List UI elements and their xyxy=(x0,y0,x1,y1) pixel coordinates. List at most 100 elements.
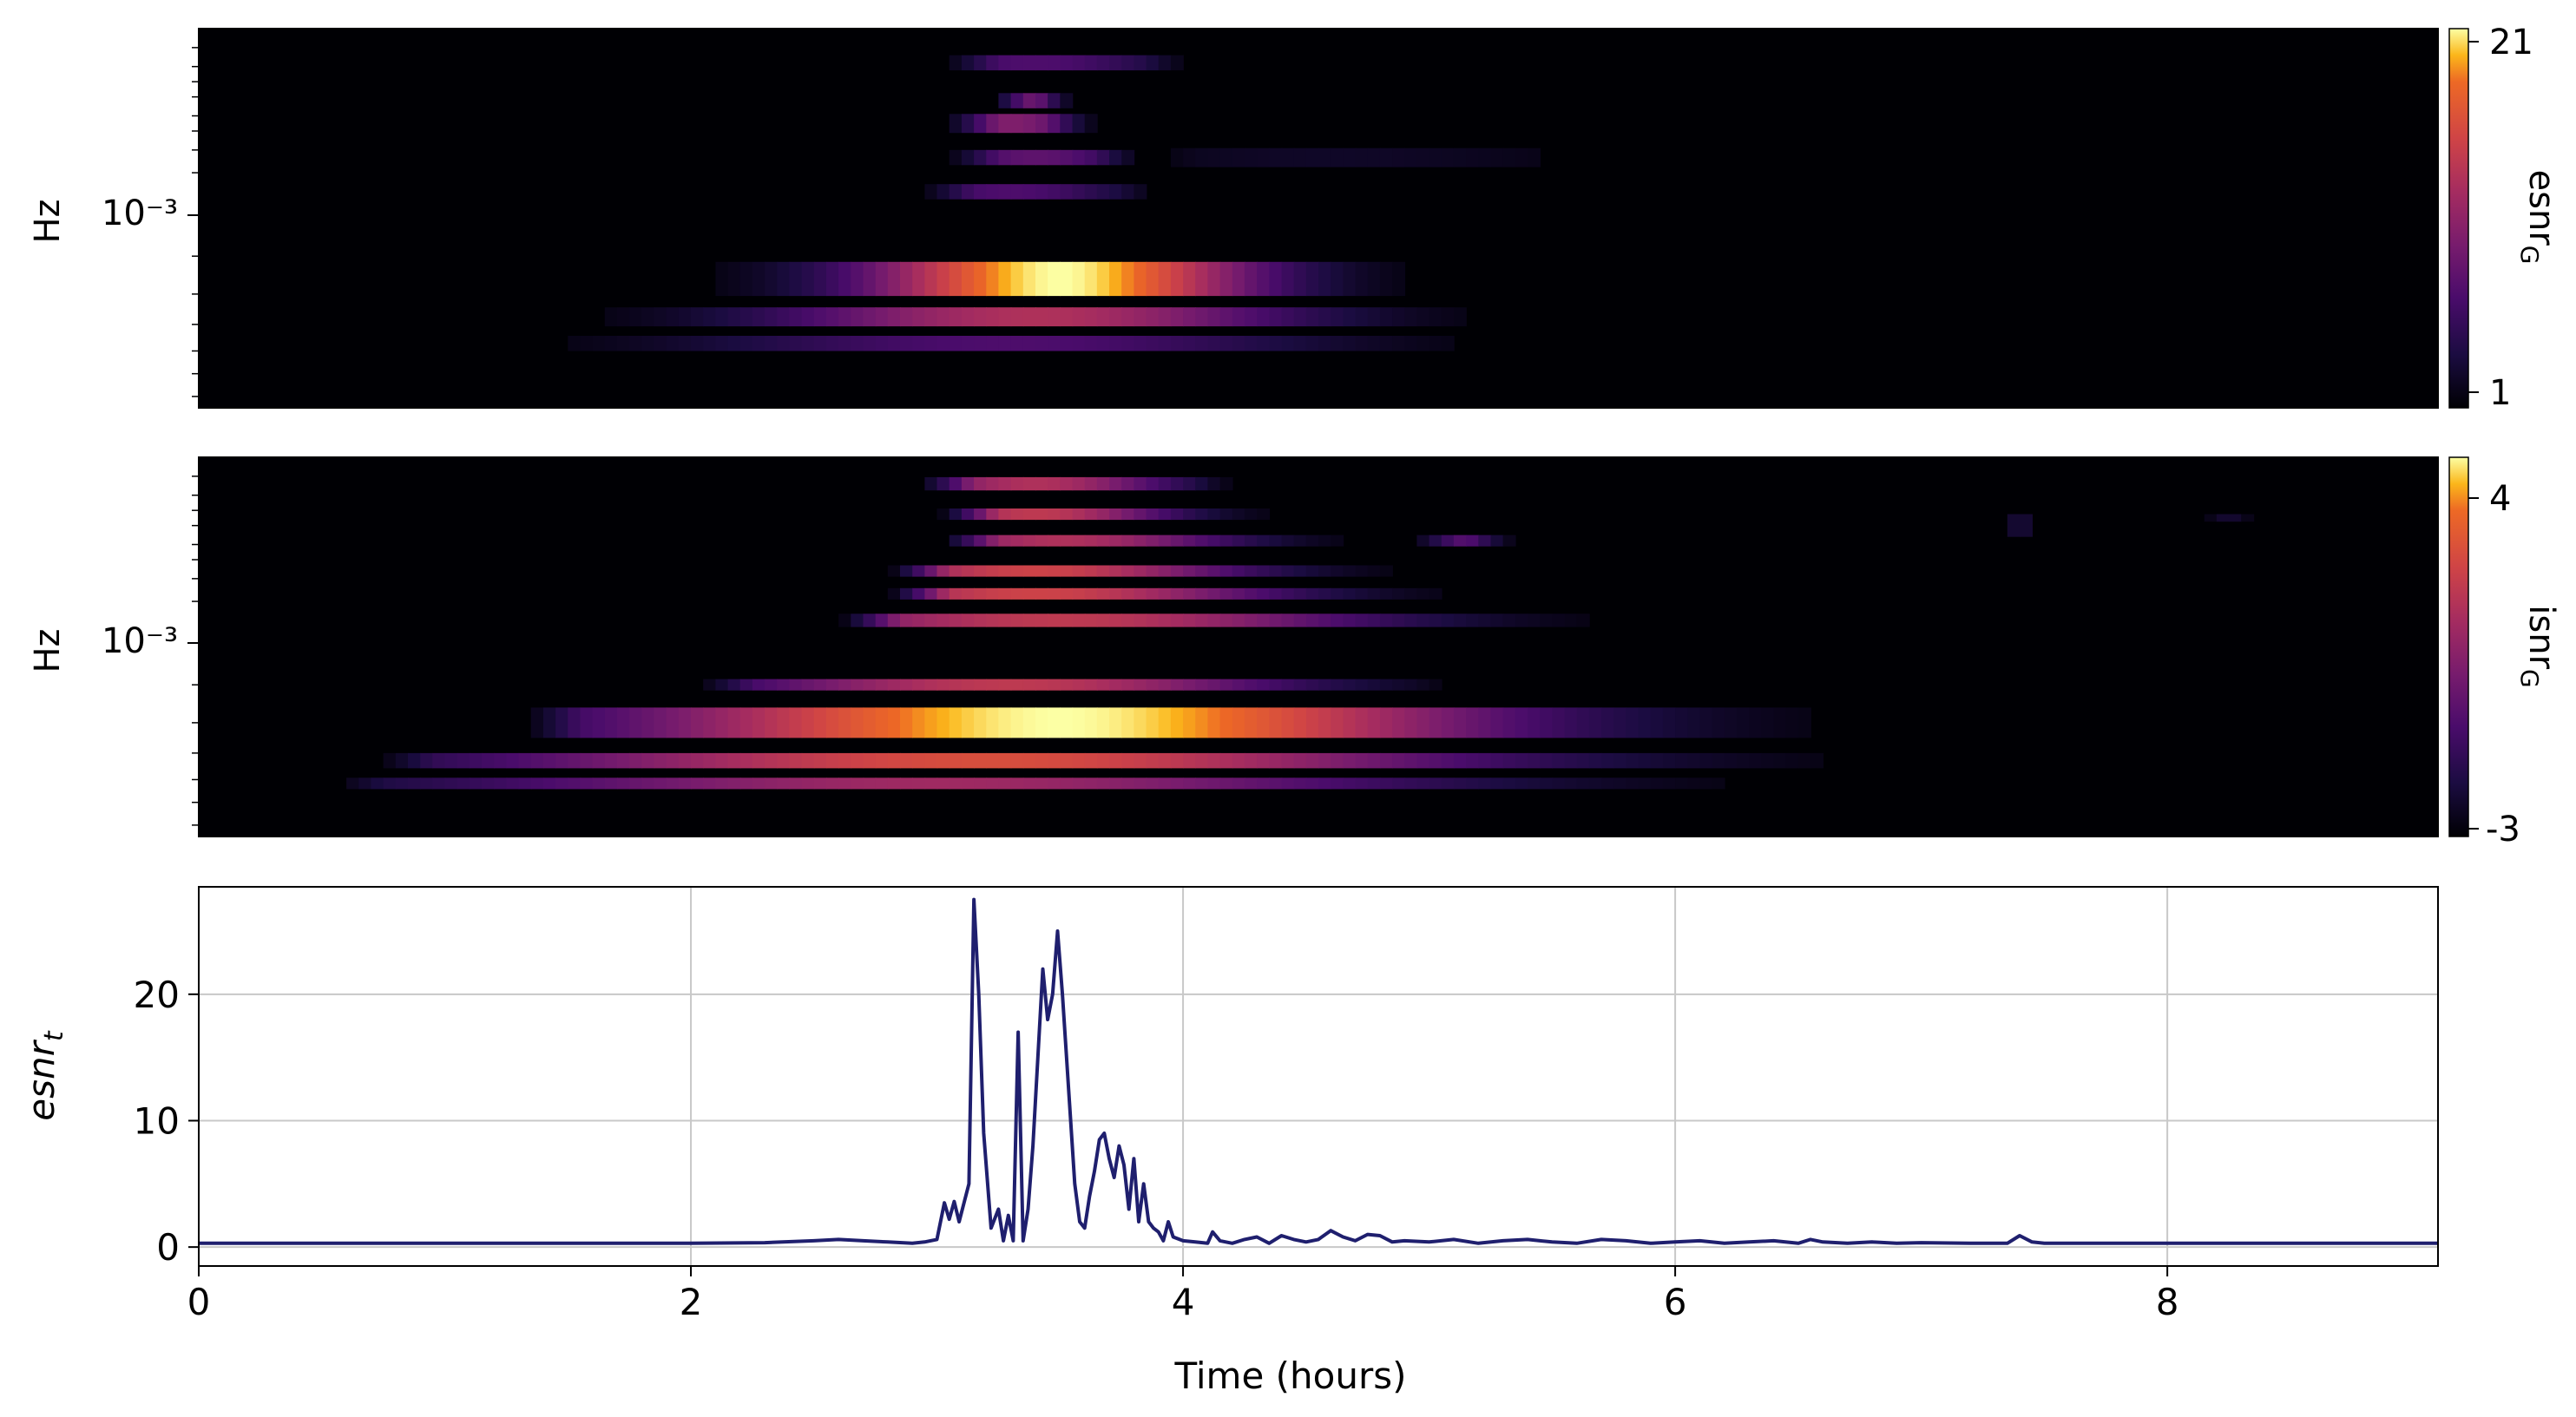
heatmap-cell xyxy=(1416,777,1430,790)
heatmap-cell xyxy=(1084,261,1098,297)
heatmap-cell xyxy=(1183,777,1197,790)
heatmap-cell xyxy=(1170,777,1184,790)
heatmap-cell xyxy=(1170,587,1184,600)
heatmap-cell xyxy=(727,679,741,691)
heatmap-cell xyxy=(1072,508,1086,521)
heatmap-cell xyxy=(1060,184,1074,200)
y-tick-label: 0 xyxy=(156,1226,180,1269)
heatmap-cell xyxy=(900,777,913,790)
heatmap-cell xyxy=(1416,535,1430,547)
heatmap-cell xyxy=(408,777,421,790)
heatmap-cell xyxy=(1355,752,1369,769)
heatmap-cell xyxy=(813,307,827,327)
heatmap-cell xyxy=(765,777,779,790)
heatmap-cell xyxy=(1540,707,1554,738)
heatmap-cell xyxy=(383,777,397,790)
plot-frame xyxy=(198,886,2439,1267)
heatmap-cell xyxy=(1109,184,1122,200)
x-tick-label: 4 xyxy=(1172,1281,1195,1323)
heatmap-cell xyxy=(715,707,729,738)
heatmap-cell xyxy=(1158,679,1172,691)
heatmap-cell xyxy=(1121,752,1135,769)
heatmap-cell xyxy=(1084,149,1098,166)
heatmap-cell xyxy=(936,476,950,491)
heatmap-cell xyxy=(1109,752,1122,769)
heatmap-cell xyxy=(1318,261,1331,297)
heatmap-cell xyxy=(629,307,643,327)
heatmap-cell xyxy=(1305,613,1319,627)
heatmap-cell xyxy=(592,752,606,769)
heatmap-cell xyxy=(949,55,963,71)
heatmap-cell xyxy=(1564,752,1578,769)
heatmap-cell xyxy=(826,777,839,790)
heatmap-cell xyxy=(1084,752,1098,769)
heatmap-cell xyxy=(2229,514,2242,522)
heatmap-cell xyxy=(1010,307,1024,327)
heatmap-cell xyxy=(629,752,643,769)
heatmap-cell xyxy=(1035,535,1048,547)
heatmap-cell xyxy=(1305,261,1319,297)
heatmap-cell xyxy=(1244,336,1258,351)
heatmap-cell xyxy=(1219,613,1233,627)
heatmap-cell xyxy=(1035,752,1048,769)
heatmap-cell xyxy=(1429,535,1442,547)
heatmap-cell xyxy=(949,508,963,521)
heatmap-cell xyxy=(1502,613,1516,627)
heatmap-cell xyxy=(998,565,1012,577)
heatmap-cell xyxy=(1552,777,1566,790)
heatmap-cell xyxy=(1379,261,1393,297)
heatmap-cell xyxy=(2020,514,2033,537)
heatmap-cell xyxy=(1392,336,1406,351)
heatmap-cell xyxy=(1404,707,1418,738)
heatmap-cell xyxy=(1441,148,1455,167)
heatmap-cell xyxy=(604,336,618,351)
heatmap-cell xyxy=(1010,777,1024,790)
plot-frame xyxy=(198,456,2439,837)
heatmap-cell xyxy=(1096,149,1110,166)
heatmap-cell xyxy=(887,777,901,790)
heatmap-cell xyxy=(752,752,766,769)
heatmap-cell xyxy=(1305,777,1319,790)
heatmap-cell xyxy=(1096,307,1110,327)
heatmap-cell xyxy=(936,184,950,200)
heatmap-cell xyxy=(1576,707,1590,738)
heatmap-cell xyxy=(542,752,556,769)
heatmap-cell xyxy=(1035,508,1048,521)
heatmap-cell xyxy=(1478,777,1492,790)
heatmap-cell xyxy=(1232,508,1245,521)
heatmap-cell xyxy=(1502,535,1516,547)
series-line xyxy=(199,897,2438,1245)
heatmap-cell xyxy=(1699,752,1713,769)
heatmap-cell xyxy=(1022,679,1036,691)
heatmap-cell xyxy=(1146,476,1160,491)
colorbar xyxy=(2448,456,2469,837)
heatmap-cell xyxy=(1367,336,1381,351)
heatmap-cell xyxy=(666,707,680,738)
y-tick-label: 10 xyxy=(134,1099,180,1142)
heatmap-cell xyxy=(1096,508,1110,521)
heatmap-cell xyxy=(1416,752,1430,769)
heatmap-cell xyxy=(1060,508,1074,521)
heatmap-cell xyxy=(1048,752,1061,769)
heatmap-cell xyxy=(961,184,975,200)
heatmap-cell xyxy=(961,565,975,577)
heatmap-cell xyxy=(1244,613,1258,627)
heatmap-cell xyxy=(358,777,372,790)
heatmap-cell xyxy=(936,707,950,738)
heatmap-cell xyxy=(1207,752,1221,769)
heatmap-cell xyxy=(1183,261,1197,297)
heatmap-cell xyxy=(1785,707,1799,738)
heatmap-cell xyxy=(1183,613,1197,627)
heatmap-cell xyxy=(1207,587,1221,600)
heatmap-cell xyxy=(1355,565,1369,577)
heatmap-cell xyxy=(1170,679,1184,691)
heatmap-cell xyxy=(1761,707,1775,738)
heatmap-cell xyxy=(1613,752,1627,769)
heatmap-cell xyxy=(851,613,864,627)
heatmap-cell xyxy=(1158,261,1172,297)
heatmap-cell xyxy=(986,149,1000,166)
heatmap-cell xyxy=(961,307,975,327)
heatmap-cell xyxy=(1429,336,1442,351)
heatmap-cell xyxy=(1638,752,1652,769)
heatmap-cell xyxy=(1269,752,1283,769)
